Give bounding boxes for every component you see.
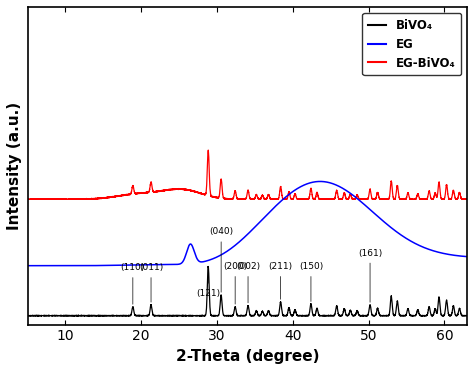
Text: (161): (161) (358, 249, 382, 302)
Text: (040): (040) (209, 227, 233, 292)
Text: (211): (211) (269, 262, 292, 299)
Text: (121): (121) (196, 269, 220, 298)
Legend: BiVO₄, EG, EG-BiVO₄: BiVO₄, EG, EG-BiVO₄ (363, 13, 461, 75)
Text: (002): (002) (236, 262, 260, 303)
X-axis label: 2-Theta (degree): 2-Theta (degree) (175, 349, 319, 364)
Text: (200): (200) (223, 262, 247, 304)
Text: (150): (150) (299, 262, 323, 302)
Text: (110): (110) (121, 263, 145, 304)
Y-axis label: Intensity (a.u.): Intensity (a.u.) (7, 102, 22, 230)
Text: (011): (011) (139, 263, 163, 302)
